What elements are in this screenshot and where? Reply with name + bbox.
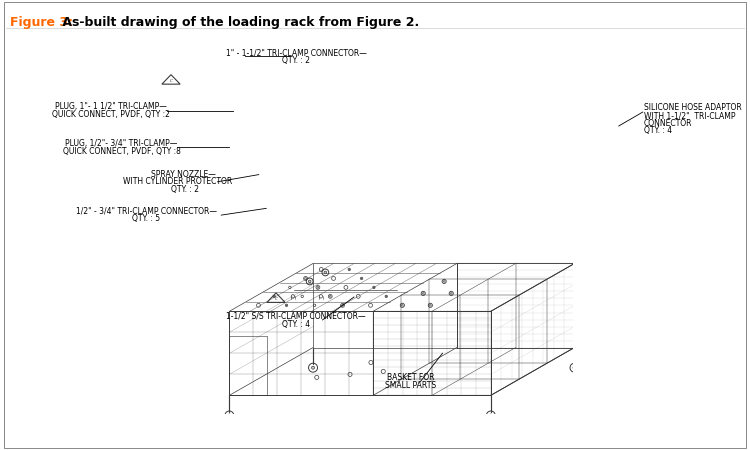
Text: QTY. : 2: QTY. : 2 bbox=[282, 56, 310, 65]
Text: QTY. : 5: QTY. : 5 bbox=[132, 214, 160, 223]
Circle shape bbox=[329, 296, 331, 297]
Circle shape bbox=[386, 296, 387, 297]
Circle shape bbox=[430, 305, 431, 306]
Text: WITH 1-1/2"  TRI-CLAMP: WITH 1-1/2" TRI-CLAMP bbox=[644, 111, 735, 120]
Circle shape bbox=[228, 414, 231, 417]
Text: QUICK CONNECT, PVDF, QTY :8: QUICK CONNECT, PVDF, QTY :8 bbox=[62, 147, 181, 156]
Circle shape bbox=[451, 292, 452, 294]
Circle shape bbox=[304, 278, 307, 279]
Text: PLUG, 1"- 1 1/2" TRI-CLAMP—: PLUG, 1"- 1 1/2" TRI-CLAMP— bbox=[55, 102, 167, 111]
Circle shape bbox=[573, 366, 576, 369]
Text: BASKET FOR: BASKET FOR bbox=[387, 374, 435, 382]
Text: 1/2" - 3/4" TRI-CLAMP CONNECTOR—: 1/2" - 3/4" TRI-CLAMP CONNECTOR— bbox=[76, 207, 217, 216]
Circle shape bbox=[361, 278, 362, 279]
Circle shape bbox=[308, 280, 311, 283]
Text: Figure 3:: Figure 3: bbox=[10, 16, 73, 29]
Text: QTY. : 4: QTY. : 4 bbox=[644, 126, 672, 135]
Circle shape bbox=[317, 287, 319, 288]
Circle shape bbox=[422, 292, 424, 294]
Text: 1" - 1-1/2" TRI-CLAMP CONNECTOR—: 1" - 1-1/2" TRI-CLAMP CONNECTOR— bbox=[226, 48, 367, 57]
Circle shape bbox=[489, 414, 492, 417]
Circle shape bbox=[443, 281, 445, 282]
Text: QTY. : 2: QTY. : 2 bbox=[171, 185, 200, 194]
Text: CONNECTOR: CONNECTOR bbox=[644, 119, 692, 128]
Circle shape bbox=[311, 366, 314, 369]
Text: SMALL PARTS: SMALL PARTS bbox=[386, 381, 436, 390]
Text: PLUG, 1/2"- 3/4" TRI-CLAMP—: PLUG, 1/2"- 3/4" TRI-CLAMP— bbox=[65, 139, 178, 148]
Text: QUICK CONNECT, PVDF, QTY :2: QUICK CONNECT, PVDF, QTY :2 bbox=[52, 110, 170, 119]
Circle shape bbox=[342, 304, 344, 306]
Text: c: c bbox=[274, 297, 278, 302]
Circle shape bbox=[324, 271, 327, 274]
Circle shape bbox=[349, 269, 350, 270]
Circle shape bbox=[401, 305, 404, 306]
Text: SILICONE HOSE ADAPTOR: SILICONE HOSE ADAPTOR bbox=[644, 104, 741, 112]
Text: 1-1/2" S/S TRI-CLAMP CONNECTOR—: 1-1/2" S/S TRI-CLAMP CONNECTOR— bbox=[226, 312, 366, 321]
Text: SPRAY NOZZLE—: SPRAY NOZZLE— bbox=[151, 170, 215, 179]
Text: QTY. : 4: QTY. : 4 bbox=[282, 320, 310, 328]
Text: As-built drawing of the loading rack from Figure 2.: As-built drawing of the loading rack fro… bbox=[58, 16, 419, 29]
Text: WITH CYLINDER PROTECTOR: WITH CYLINDER PROTECTOR bbox=[123, 177, 232, 186]
Text: c: c bbox=[170, 78, 172, 83]
Circle shape bbox=[286, 305, 287, 306]
